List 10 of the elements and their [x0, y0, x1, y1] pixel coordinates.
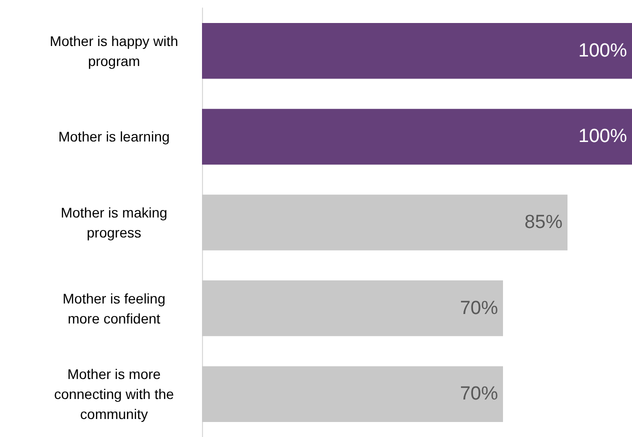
data-label: 70%	[460, 298, 498, 319]
y-tick-label: Mother is happy with program	[50, 32, 178, 69]
data-label: 100%	[578, 40, 628, 62]
y-tick-label: Mother is learning	[58, 128, 170, 145]
y-tick-label: Mother is more connecting with the community	[54, 366, 174, 422]
data-label: 85%	[524, 212, 563, 233]
data-label: 100%	[578, 126, 628, 148]
data-label: 70%	[460, 384, 498, 405]
y-tick-label: Mother is feeling more confident	[62, 290, 166, 326]
y-tick-label: Mother is making progress	[60, 204, 168, 240]
